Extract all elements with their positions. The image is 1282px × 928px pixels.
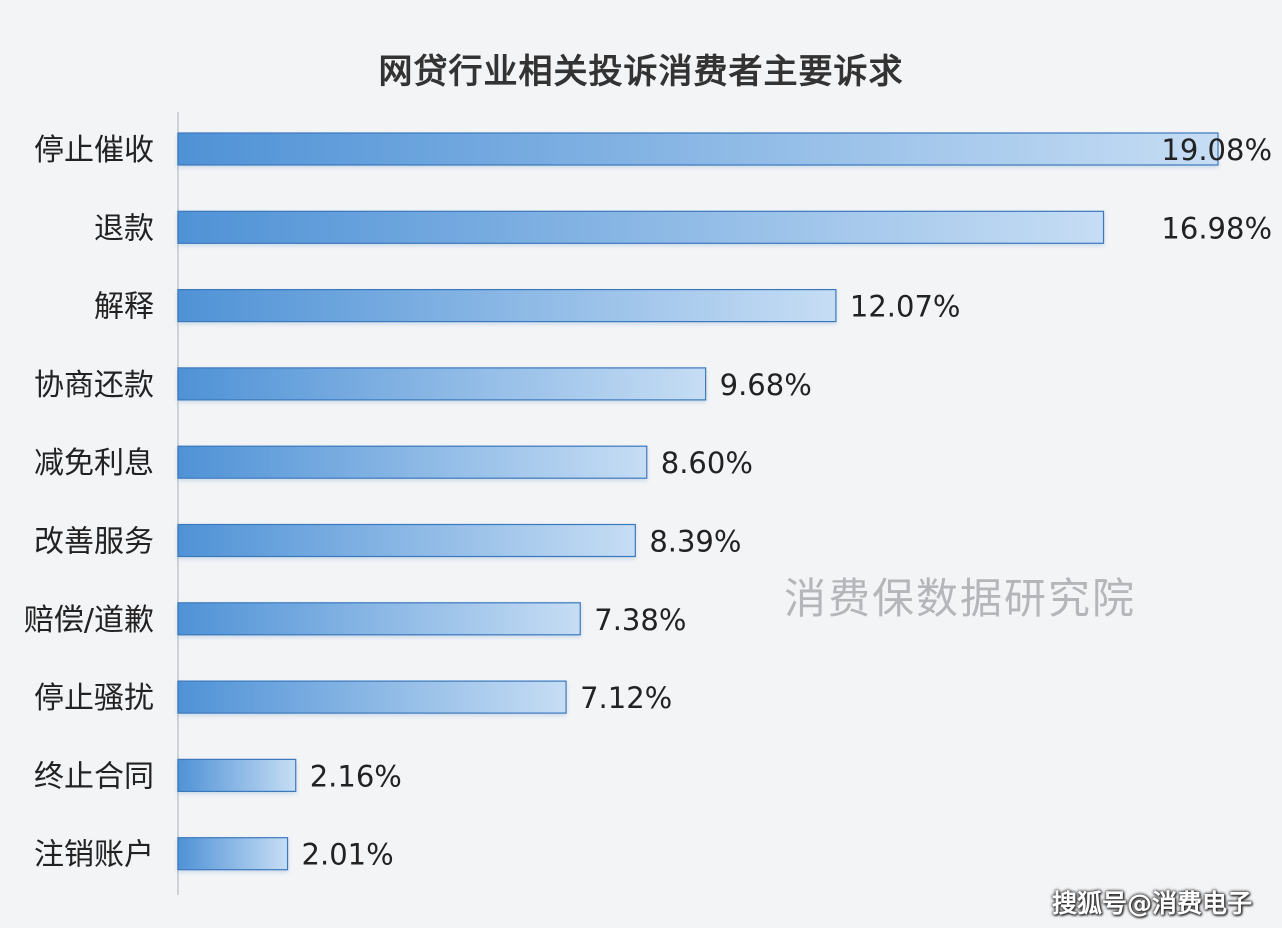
bar (177, 680, 567, 714)
category-label: 改善服务 (34, 525, 154, 560)
value-label: 16.98% (1161, 211, 1272, 245)
value-label: 7.38% (594, 603, 686, 637)
category-label: 解释 (94, 290, 154, 325)
category-label: 协商还款 (34, 368, 154, 403)
chart-title: 网贷行业相关投诉消费者主要诉求 (378, 52, 904, 92)
bar (177, 367, 707, 401)
bar (177, 602, 581, 636)
category-label: 赔偿/道歉 (24, 603, 154, 638)
category-label: 停止催收 (34, 133, 154, 168)
source-credit: 搜狐号@消费电子 (1051, 889, 1252, 918)
watermark: 消费保数据研究院 (784, 574, 1137, 623)
value-label: 8.60% (661, 446, 753, 480)
bar (177, 289, 837, 323)
value-label: 8.39% (649, 525, 741, 559)
value-label: 2.16% (310, 759, 402, 793)
category-label: 注销账户 (34, 838, 154, 873)
bar (177, 837, 289, 871)
value-label: 9.68% (720, 368, 812, 402)
value-label: 2.01% (302, 838, 394, 872)
bar (177, 523, 636, 558)
category-label: 终止合同 (34, 759, 154, 794)
value-label: 12.07% (850, 290, 961, 324)
bar (177, 758, 297, 793)
bar (177, 132, 1219, 166)
value-label: 7.12% (580, 681, 672, 715)
bar (177, 210, 1105, 244)
value-label: 19.08% (1161, 133, 1272, 167)
category-label: 退款 (94, 211, 154, 246)
bar (177, 445, 648, 479)
category-label: 停止骚扰 (34, 681, 154, 716)
category-label: 减免利息 (34, 446, 154, 481)
